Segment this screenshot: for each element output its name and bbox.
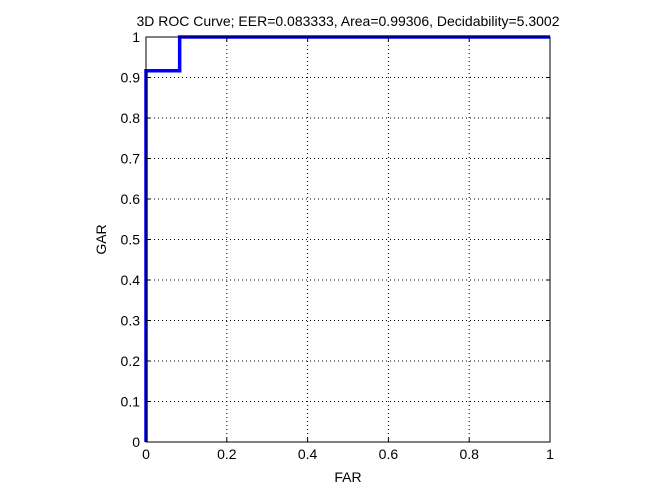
y-tick-label: 0.3 xyxy=(121,313,141,329)
y-tick-label: 0.7 xyxy=(121,151,141,167)
y-tick-label: 0.2 xyxy=(121,353,141,369)
x-tick-label: 1 xyxy=(546,446,554,462)
grid-lines xyxy=(146,37,550,442)
tick-marks xyxy=(145,36,551,443)
y-tick-label: 0.1 xyxy=(121,394,141,410)
y-tick-label: 0.8 xyxy=(121,110,141,126)
y-tick-label: 0.9 xyxy=(121,70,141,86)
y-axis-label: GAR xyxy=(93,224,109,254)
y-tick-labels: 0 0.1 0.2 0.3 0.4 0.5 0.6 0.7 0.8 0.9 1 xyxy=(121,29,141,450)
y-tick-label: 0.5 xyxy=(121,232,141,248)
chart-title: 3D ROC Curve; EER=0.083333, Area=0.99306… xyxy=(137,13,560,29)
x-tick-label: 0.8 xyxy=(459,446,479,462)
y-tick-label: 0.6 xyxy=(121,191,141,207)
y-tick-label: 0 xyxy=(132,434,140,450)
x-tick-label: 0.6 xyxy=(379,446,399,462)
x-tick-label: 0 xyxy=(142,446,150,462)
y-tick-label: 0.4 xyxy=(121,272,141,288)
x-tick-label: 0.2 xyxy=(217,446,237,462)
x-tick-label: 0.4 xyxy=(298,446,318,462)
x-tick-labels: 0 0.2 0.4 0.6 0.8 1 xyxy=(142,446,554,462)
y-tick-label: 1 xyxy=(132,29,140,45)
x-axis-label: FAR xyxy=(334,469,361,485)
